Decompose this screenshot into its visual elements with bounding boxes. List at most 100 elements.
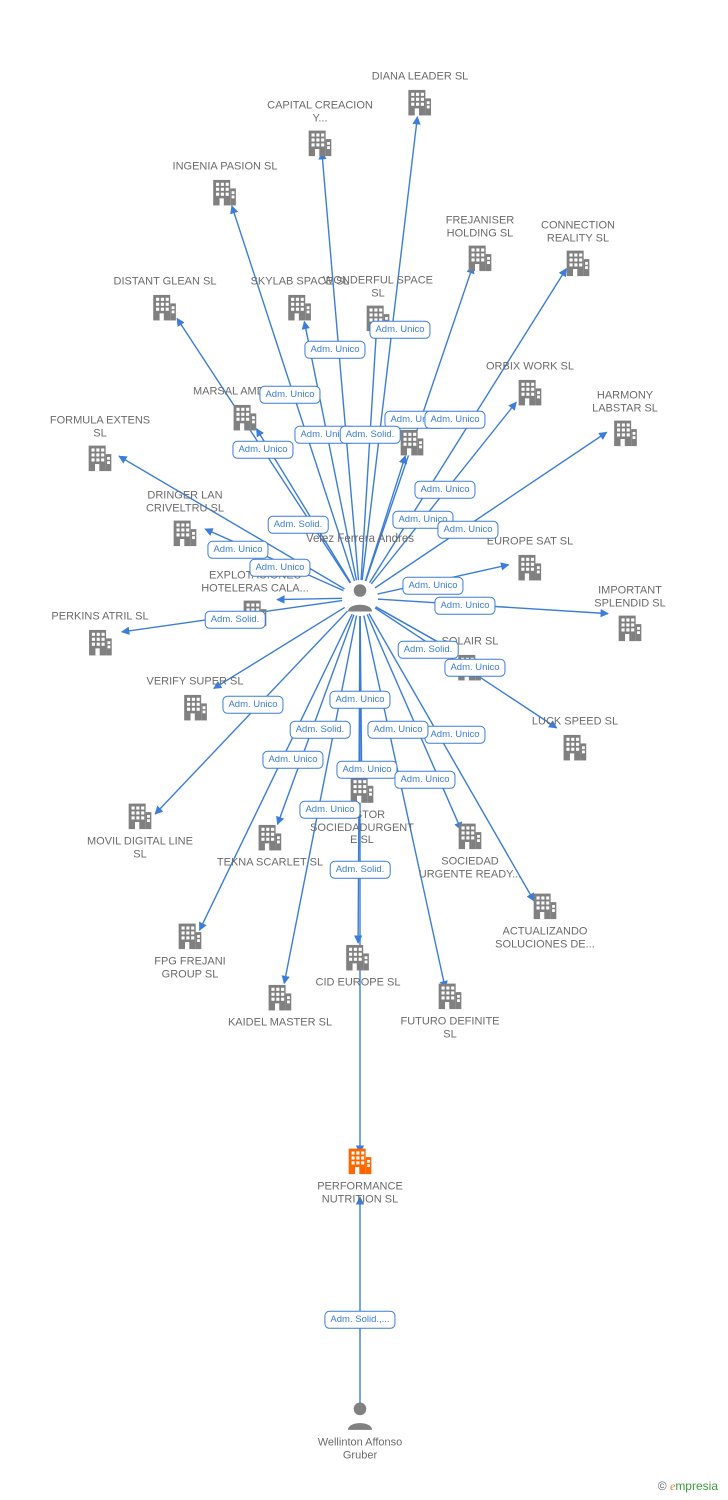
edge-label[interactable]: Adm. Unico	[232, 441, 293, 459]
company-node[interactable]: FUTURO DEFINITE SL	[395, 979, 505, 1040]
edge-label[interactable]: Adm. Solid.	[205, 611, 266, 629]
copyright-symbol: ©	[658, 1479, 667, 1493]
company-label: PERKINS ATRIL SL	[51, 611, 148, 624]
building-icon	[123, 799, 157, 833]
edge-label[interactable]: Adm. Unico	[369, 321, 430, 339]
company-label: CONNECTION REALITY SL	[523, 219, 633, 244]
building-icon	[613, 612, 647, 646]
building-icon	[343, 1144, 377, 1178]
building-icon	[83, 442, 117, 476]
building-icon	[561, 247, 595, 281]
edge-label[interactable]: Adm. Unico	[207, 541, 268, 559]
building-icon	[303, 127, 337, 161]
company-node[interactable]: MOVIL DIGITAL LINE SL	[85, 799, 195, 860]
building-icon	[173, 919, 207, 953]
company-node[interactable]: CONNECTION REALITY SL	[523, 219, 633, 280]
edge-label[interactable]: Adm. Unico	[304, 341, 365, 359]
edge-label[interactable]: Adm. Unico	[434, 597, 495, 615]
person-label: Wellinton Affonso Gruber	[305, 1436, 415, 1461]
company-label: FUTURO DEFINITE SL	[395, 1015, 505, 1040]
company-node[interactable]: KAIDEL MASTER SL	[228, 981, 332, 1030]
company-node[interactable]: FREJANISER HOLDING SL	[425, 214, 535, 275]
edge-label[interactable]: Adm. Unico	[394, 771, 455, 789]
building-icon	[283, 290, 317, 324]
company-node[interactable]: INGENIA PASION SL	[173, 161, 278, 210]
center-person-node[interactable]	[342, 580, 378, 616]
company-node[interactable]: PERKINS ATRIL SL	[51, 611, 148, 660]
edge-label[interactable]: Adm. Solid.	[398, 641, 459, 659]
company-node[interactable]: CAPITAL CREACION Y...	[265, 99, 375, 160]
brand-rest: mpresia	[675, 1479, 718, 1493]
edge-label[interactable]: Adm. Unico	[424, 411, 485, 429]
company-label: IMPORTANT SPLENDID SL	[581, 584, 679, 609]
building-icon	[208, 175, 242, 209]
edge-label[interactable]: Adm. Unico	[424, 726, 485, 744]
company-label: ACTUALIZANDO SOLUCIONES DE...	[490, 925, 600, 950]
edge-label[interactable]: Adm. Unico	[414, 481, 475, 499]
building-icon	[263, 981, 297, 1015]
edge-label[interactable]: Adm. Solid.	[340, 426, 401, 444]
company-node[interactable]: DIANA LEADER SL	[372, 71, 469, 120]
building-icon	[178, 690, 212, 724]
company-node[interactable]: ACTUALIZANDO SOLUCIONES DE...	[490, 889, 600, 950]
company-node-highlight[interactable]: PERFORMANCE NUTRITION SL	[305, 1144, 415, 1205]
company-label: LUCK SPEED SL	[532, 716, 618, 729]
building-icon	[341, 941, 375, 975]
building-icon	[558, 730, 592, 764]
company-label: SOCIEDAD URGENTE READY...	[415, 855, 525, 880]
company-node[interactable]: HARMONY LABSTAR SL	[574, 389, 677, 450]
edge-label[interactable]: Adm. Unico	[299, 801, 360, 819]
person-node[interactable]: Wellinton Affonso Gruber	[305, 1398, 415, 1461]
edge-label[interactable]: Adm. Solid.	[290, 721, 351, 739]
person-icon	[342, 1398, 378, 1434]
company-label: DRINGER LAN CRIVELTRU SL	[130, 489, 240, 514]
edge-label[interactable]: Adm. Solid.	[330, 861, 391, 879]
company-node[interactable]: FORMULA EXTENS SL	[45, 414, 155, 475]
edge-label[interactable]: Adm. Unico	[262, 751, 323, 769]
edge-label[interactable]: Adm. Unico	[329, 691, 390, 709]
company-label: ORBIX WORK SL	[486, 361, 574, 374]
edge-label[interactable]: Adm. Solid.	[268, 516, 329, 534]
company-label: CAPITAL CREACION Y...	[265, 99, 375, 124]
company-node[interactable]: EUROPE SAT SL	[487, 536, 573, 585]
building-icon	[168, 517, 202, 551]
edge-label[interactable]: Adm. Solid.,...	[324, 1311, 395, 1329]
building-icon	[513, 375, 547, 409]
edge-label[interactable]: Adm. Unico	[222, 696, 283, 714]
company-label: PERFORMANCE NUTRITION SL	[305, 1180, 415, 1205]
building-icon	[148, 290, 182, 324]
person-icon	[342, 580, 378, 616]
edge-label[interactable]: Adm. Unico	[402, 577, 463, 595]
company-node[interactable]: DISTANT GLEAN SL	[114, 276, 217, 325]
company-node[interactable]: IMPORTANT SPLENDID SL	[581, 584, 679, 645]
company-node[interactable]: LUCK SPEED SL	[532, 716, 618, 765]
company-label: DIANA LEADER SL	[372, 71, 469, 84]
company-node[interactable]: ORBIX WORK SL	[486, 361, 574, 410]
company-label: VERIFY SUPER SL	[147, 676, 244, 689]
company-label: HARMONY LABSTAR SL	[574, 389, 677, 414]
edge-label[interactable]: Adm. Unico	[259, 386, 320, 404]
relationship-edge	[322, 152, 359, 580]
edge-label[interactable]: Adm. Unico	[444, 659, 505, 677]
company-label: FPG FREJANI GROUP SL	[135, 955, 245, 980]
company-label: DISTANT GLEAN SL	[114, 276, 217, 289]
company-node[interactable]: TEKNA SCARLET SL	[217, 821, 323, 870]
edge-label[interactable]: Adm. Unico	[367, 721, 428, 739]
company-label: KAIDEL MASTER SL	[228, 1017, 332, 1030]
building-icon	[528, 889, 562, 923]
building-icon	[608, 417, 642, 451]
company-label: TEKNA SCARLET SL	[217, 857, 323, 870]
copyright: © empresia	[658, 1479, 718, 1494]
building-icon	[463, 242, 497, 276]
edge-label[interactable]: Adm. Unico	[437, 521, 498, 539]
company-node[interactable]: SOCIEDAD URGENTE READY...	[415, 819, 525, 880]
company-label: EUROPE SAT SL	[487, 536, 573, 549]
company-label: FORMULA EXTENS SL	[45, 414, 155, 439]
building-icon	[453, 819, 487, 853]
company-label: WONDERFUL SPACE SL	[323, 274, 433, 299]
edge-label[interactable]: Adm. Unico	[249, 559, 310, 577]
company-label: MOVIL DIGITAL LINE SL	[85, 835, 195, 860]
edge-label[interactable]: Adm. Unico	[336, 761, 397, 779]
center-person-label: Velez Ferrera Andres	[306, 533, 414, 547]
company-node[interactable]: FPG FREJANI GROUP SL	[135, 919, 245, 980]
